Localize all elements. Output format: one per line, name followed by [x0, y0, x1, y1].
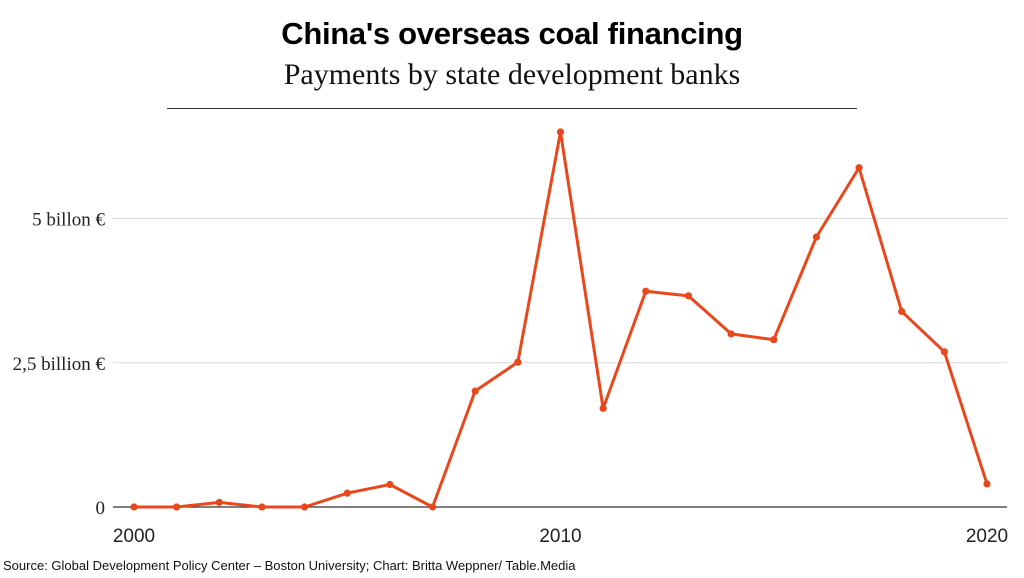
x-tick-label: 2020 — [966, 526, 1008, 547]
data-point — [301, 503, 309, 511]
data-point — [556, 128, 565, 136]
x-tick-label: 2010 — [539, 526, 581, 547]
data-point — [599, 404, 607, 412]
title-divider — [167, 108, 857, 109]
data-point — [642, 287, 650, 295]
data-point — [173, 503, 181, 511]
y-axis-tick-labels: 0 2,5 billion € 5 billon € — [13, 210, 106, 519]
y-tick-label: 5 billon € — [32, 210, 105, 231]
data-point — [898, 307, 906, 316]
data-point — [770, 336, 778, 344]
data-point — [343, 489, 351, 497]
data-point — [855, 164, 863, 172]
data-point — [812, 233, 821, 241]
data-point — [983, 480, 991, 488]
data-point — [386, 480, 394, 489]
data-point — [514, 358, 522, 366]
data-point — [684, 292, 693, 300]
y-tick-label: 2,5 billion € — [13, 354, 106, 375]
data-point — [258, 503, 266, 511]
gridlines — [113, 218, 1007, 508]
series-line — [134, 130, 989, 509]
x-tick-label: 2000 — [113, 526, 155, 547]
data-point — [215, 498, 223, 506]
x-axis-tick-labels: 2000 2010 2020 — [113, 526, 1008, 547]
source-note: Source: Global Development Policy Center… — [3, 558, 576, 573]
chart-subtitle: Payments by state development banks — [283, 58, 741, 91]
data-point — [727, 330, 735, 338]
data-point — [130, 503, 138, 511]
data-point — [471, 387, 479, 395]
data-point — [940, 348, 948, 356]
chart-title: China's overseas coal financing — [281, 16, 743, 51]
data-point — [428, 503, 437, 511]
y-tick-label: 0 — [96, 498, 106, 519]
series-group — [130, 128, 991, 511]
